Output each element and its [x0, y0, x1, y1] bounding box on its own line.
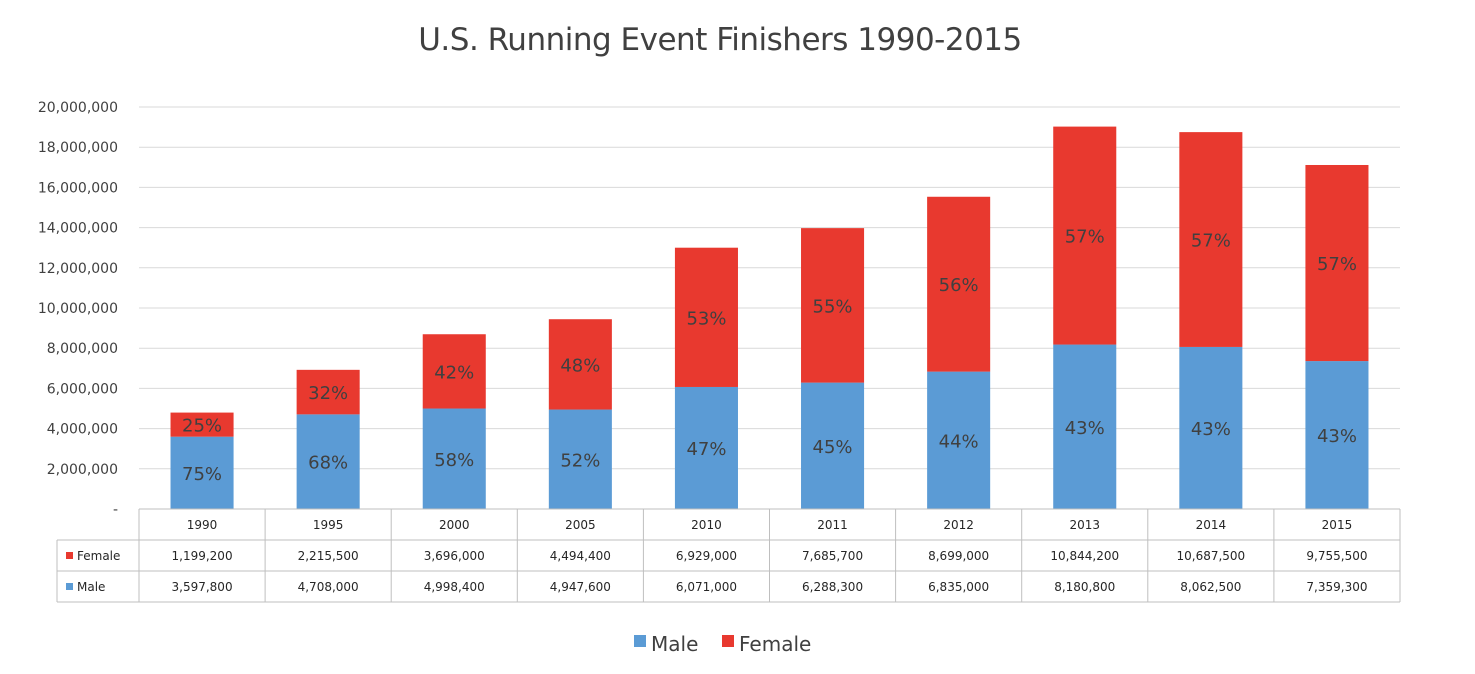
bar-percent-label: 45% — [813, 437, 853, 458]
bar-female-2010 — [674, 247, 738, 387]
bar-percent-label: 57% — [1317, 254, 1357, 275]
table-value: 6,929,000 — [676, 549, 737, 563]
table-value: 6,835,000 — [928, 580, 989, 594]
bar-male-2013 — [1053, 344, 1117, 509]
x-category-label: 2012 — [943, 518, 974, 532]
bar-percent-label: 55% — [813, 296, 853, 317]
x-category-label: 2000 — [439, 518, 470, 532]
table-value: 10,687,500 — [1176, 549, 1245, 563]
bar-percent-label: 57% — [1191, 231, 1231, 252]
y-tick-label: 12,000,000 — [38, 261, 118, 277]
bar-percent-label: 56% — [939, 275, 979, 296]
table-value: 7,685,700 — [802, 549, 863, 563]
legend-key-male — [634, 635, 646, 647]
y-tick-label: 8,000,000 — [47, 341, 118, 357]
bar-percent-label: 43% — [1317, 426, 1357, 447]
bar-female-2012 — [927, 196, 991, 372]
x-category-label: 1995 — [313, 518, 344, 532]
y-tick-label: 14,000,000 — [38, 221, 118, 237]
bar-female-2011 — [801, 228, 865, 383]
table-series-name: Male — [77, 580, 105, 594]
y-tick-label: 18,000,000 — [38, 140, 118, 156]
bar-male-1990 — [170, 436, 234, 509]
x-category-label: 2014 — [1196, 518, 1227, 532]
x-category-label: 2011 — [817, 518, 848, 532]
table-value: 4,494,400 — [550, 549, 611, 563]
table-value: 4,998,400 — [424, 580, 485, 594]
bar-male-2014 — [1179, 346, 1243, 509]
table-value: 2,215,500 — [298, 549, 359, 563]
x-category-label: 2005 — [565, 518, 596, 532]
y-tick-label: 16,000,000 — [38, 180, 118, 196]
chart-title: U.S. Running Event Finishers 1990-2015 — [418, 22, 1022, 58]
y-tick-label: 10,000,000 — [38, 301, 118, 317]
bar-percent-label: 48% — [560, 355, 600, 376]
bar-percent-label: 53% — [686, 308, 726, 329]
bar-female-2015 — [1305, 164, 1369, 362]
table-value: 4,947,600 — [550, 580, 611, 594]
bar-male-1995 — [296, 414, 360, 509]
bar-percent-label: 43% — [1065, 418, 1105, 439]
y-tick-label: 6,000,000 — [47, 381, 118, 397]
bar-female-2005 — [548, 319, 612, 410]
legend-label: Male — [651, 632, 698, 656]
bar-male-2005 — [548, 409, 612, 509]
table-value: 8,699,000 — [928, 549, 989, 563]
bar-female-2014 — [1179, 132, 1243, 347]
y-axis-ticks: - 2,000,000 4,000,000 6,000,000 8,000,000 10,… — [38, 100, 118, 518]
bar-percent-label: 52% — [560, 450, 600, 471]
bar-percent-label: 75% — [182, 464, 222, 485]
table-value: 9,755,500 — [1306, 549, 1367, 563]
y-tick-label: 20,000,000 — [38, 100, 118, 116]
bar-female-2000 — [422, 334, 486, 409]
bars: 75% 25% 68% 32% 58% 42% 52% 48% 47% 53% 45% 55% 44% 5… — [170, 126, 1369, 509]
bar-percent-label: 57% — [1065, 227, 1105, 248]
bar-percent-label: 47% — [686, 439, 726, 460]
bar-male-2010 — [674, 386, 738, 509]
x-category-label: 2015 — [1322, 518, 1353, 532]
table-key-female — [66, 552, 73, 559]
table-key-male — [66, 583, 73, 590]
bar-male-2015 — [1305, 361, 1369, 509]
table-value: 4,708,000 — [298, 580, 359, 594]
bar-percent-label: 42% — [434, 362, 474, 383]
bar-percent-label: 44% — [939, 431, 979, 452]
table-value: 3,597,800 — [172, 580, 233, 594]
data-table: 1990 1995 2000 2005 2010 2011 2012 2013 2014 2015… — [56, 508, 1401, 603]
bar-percent-label: 58% — [434, 450, 474, 471]
y-tick-label: 2,000,000 — [47, 462, 118, 478]
table-value: 6,288,300 — [802, 580, 863, 594]
table-series-name: Female — [77, 549, 120, 563]
table-value: 6,071,000 — [676, 580, 737, 594]
bar-female-2013 — [1053, 126, 1117, 345]
bar-female-1990 — [170, 412, 234, 437]
legend-label: Female — [739, 632, 811, 656]
table-value: 3,696,000 — [424, 549, 485, 563]
y-tick-label: - — [113, 502, 118, 518]
bar-percent-label: 25% — [182, 416, 222, 437]
bar-percent-label: 43% — [1191, 419, 1231, 440]
bar-female-1995 — [296, 369, 360, 415]
legend: Male Female — [634, 632, 811, 656]
bar-male-2011 — [801, 382, 865, 509]
bar-percent-label: 68% — [308, 453, 348, 474]
y-tick-label: 4,000,000 — [47, 422, 118, 438]
table-value: 10,844,200 — [1050, 549, 1119, 563]
x-category-label: 1990 — [187, 518, 218, 532]
bar-percent-label: 32% — [308, 383, 348, 404]
table-value: 8,062,500 — [1180, 580, 1241, 594]
bar-male-2000 — [422, 408, 486, 509]
legend-key-female — [722, 635, 734, 647]
bar-male-2012 — [927, 371, 991, 509]
table-value: 7,359,300 — [1306, 580, 1367, 594]
table-value: 1,199,200 — [172, 549, 233, 563]
table-value: 8,180,800 — [1054, 580, 1115, 594]
x-category-label: 2010 — [691, 518, 722, 532]
x-category-label: 2013 — [1069, 518, 1100, 532]
